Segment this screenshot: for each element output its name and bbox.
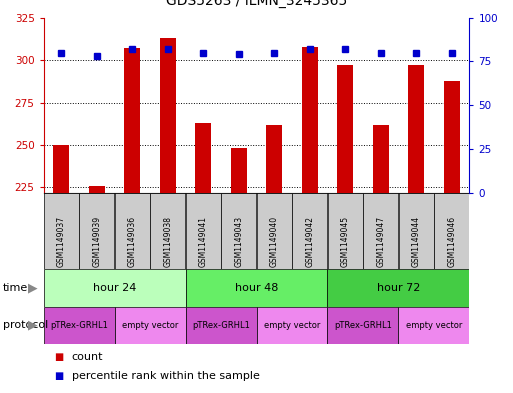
Bar [186, 193, 221, 269]
Text: ■: ■ [54, 351, 63, 362]
Text: GSM1149047: GSM1149047 [376, 216, 385, 267]
Bar [292, 193, 327, 269]
Bar [373, 125, 389, 193]
Text: GSM1149043: GSM1149043 [234, 216, 243, 267]
Text: ▶: ▶ [28, 281, 38, 294]
Bar [256, 307, 327, 344]
Bar [337, 65, 353, 193]
Bar [186, 307, 256, 344]
Text: GSM1149044: GSM1149044 [411, 216, 421, 267]
Text: GSM1149041: GSM1149041 [199, 216, 208, 267]
Text: pTRex-GRHL1: pTRex-GRHL1 [192, 321, 250, 330]
Bar [399, 193, 433, 269]
Bar [408, 65, 424, 193]
Text: GSM1149039: GSM1149039 [92, 216, 102, 267]
Bar [363, 193, 398, 269]
Text: GDS5263 / ILMN_3245365: GDS5263 / ILMN_3245365 [166, 0, 347, 8]
Text: empty vector: empty vector [264, 321, 320, 330]
Text: pTRex-GRHL1: pTRex-GRHL1 [50, 321, 108, 330]
Bar [444, 81, 460, 193]
Bar [328, 193, 363, 269]
Bar [435, 193, 469, 269]
Bar [160, 38, 176, 193]
Text: GSM1149037: GSM1149037 [57, 216, 66, 267]
Bar [257, 193, 291, 269]
Text: percentile rank within the sample: percentile rank within the sample [72, 371, 260, 382]
Text: empty vector: empty vector [406, 321, 462, 330]
Text: GSM1149046: GSM1149046 [447, 216, 456, 267]
Bar [195, 123, 211, 193]
Bar [80, 193, 114, 269]
Text: time: time [3, 283, 28, 293]
Bar [150, 193, 185, 269]
Text: protocol: protocol [3, 320, 48, 330]
Bar [327, 269, 469, 307]
Text: GSM1149045: GSM1149045 [341, 216, 350, 267]
Text: GSM1149038: GSM1149038 [163, 216, 172, 267]
Text: GSM1149040: GSM1149040 [270, 216, 279, 267]
Text: ■: ■ [54, 371, 63, 382]
Text: GSM1149042: GSM1149042 [305, 216, 314, 267]
Bar [53, 145, 69, 193]
Bar [222, 193, 256, 269]
Bar [186, 269, 327, 307]
Text: GSM1149036: GSM1149036 [128, 216, 137, 267]
Bar [327, 307, 399, 344]
Text: hour 48: hour 48 [235, 283, 278, 293]
Text: pTRex-GRHL1: pTRex-GRHL1 [334, 321, 392, 330]
Bar [89, 186, 105, 193]
Bar [399, 307, 469, 344]
Text: hour 72: hour 72 [377, 283, 420, 293]
Bar [115, 193, 150, 269]
Bar [231, 149, 247, 193]
Bar [44, 269, 186, 307]
Bar [266, 125, 282, 193]
Text: hour 24: hour 24 [93, 283, 136, 293]
Bar [114, 307, 186, 344]
Bar [44, 193, 78, 269]
Text: ▶: ▶ [28, 319, 38, 332]
Text: empty vector: empty vector [122, 321, 178, 330]
Text: count: count [72, 351, 103, 362]
Bar [302, 46, 318, 193]
Bar [124, 48, 140, 193]
Bar [44, 307, 114, 344]
